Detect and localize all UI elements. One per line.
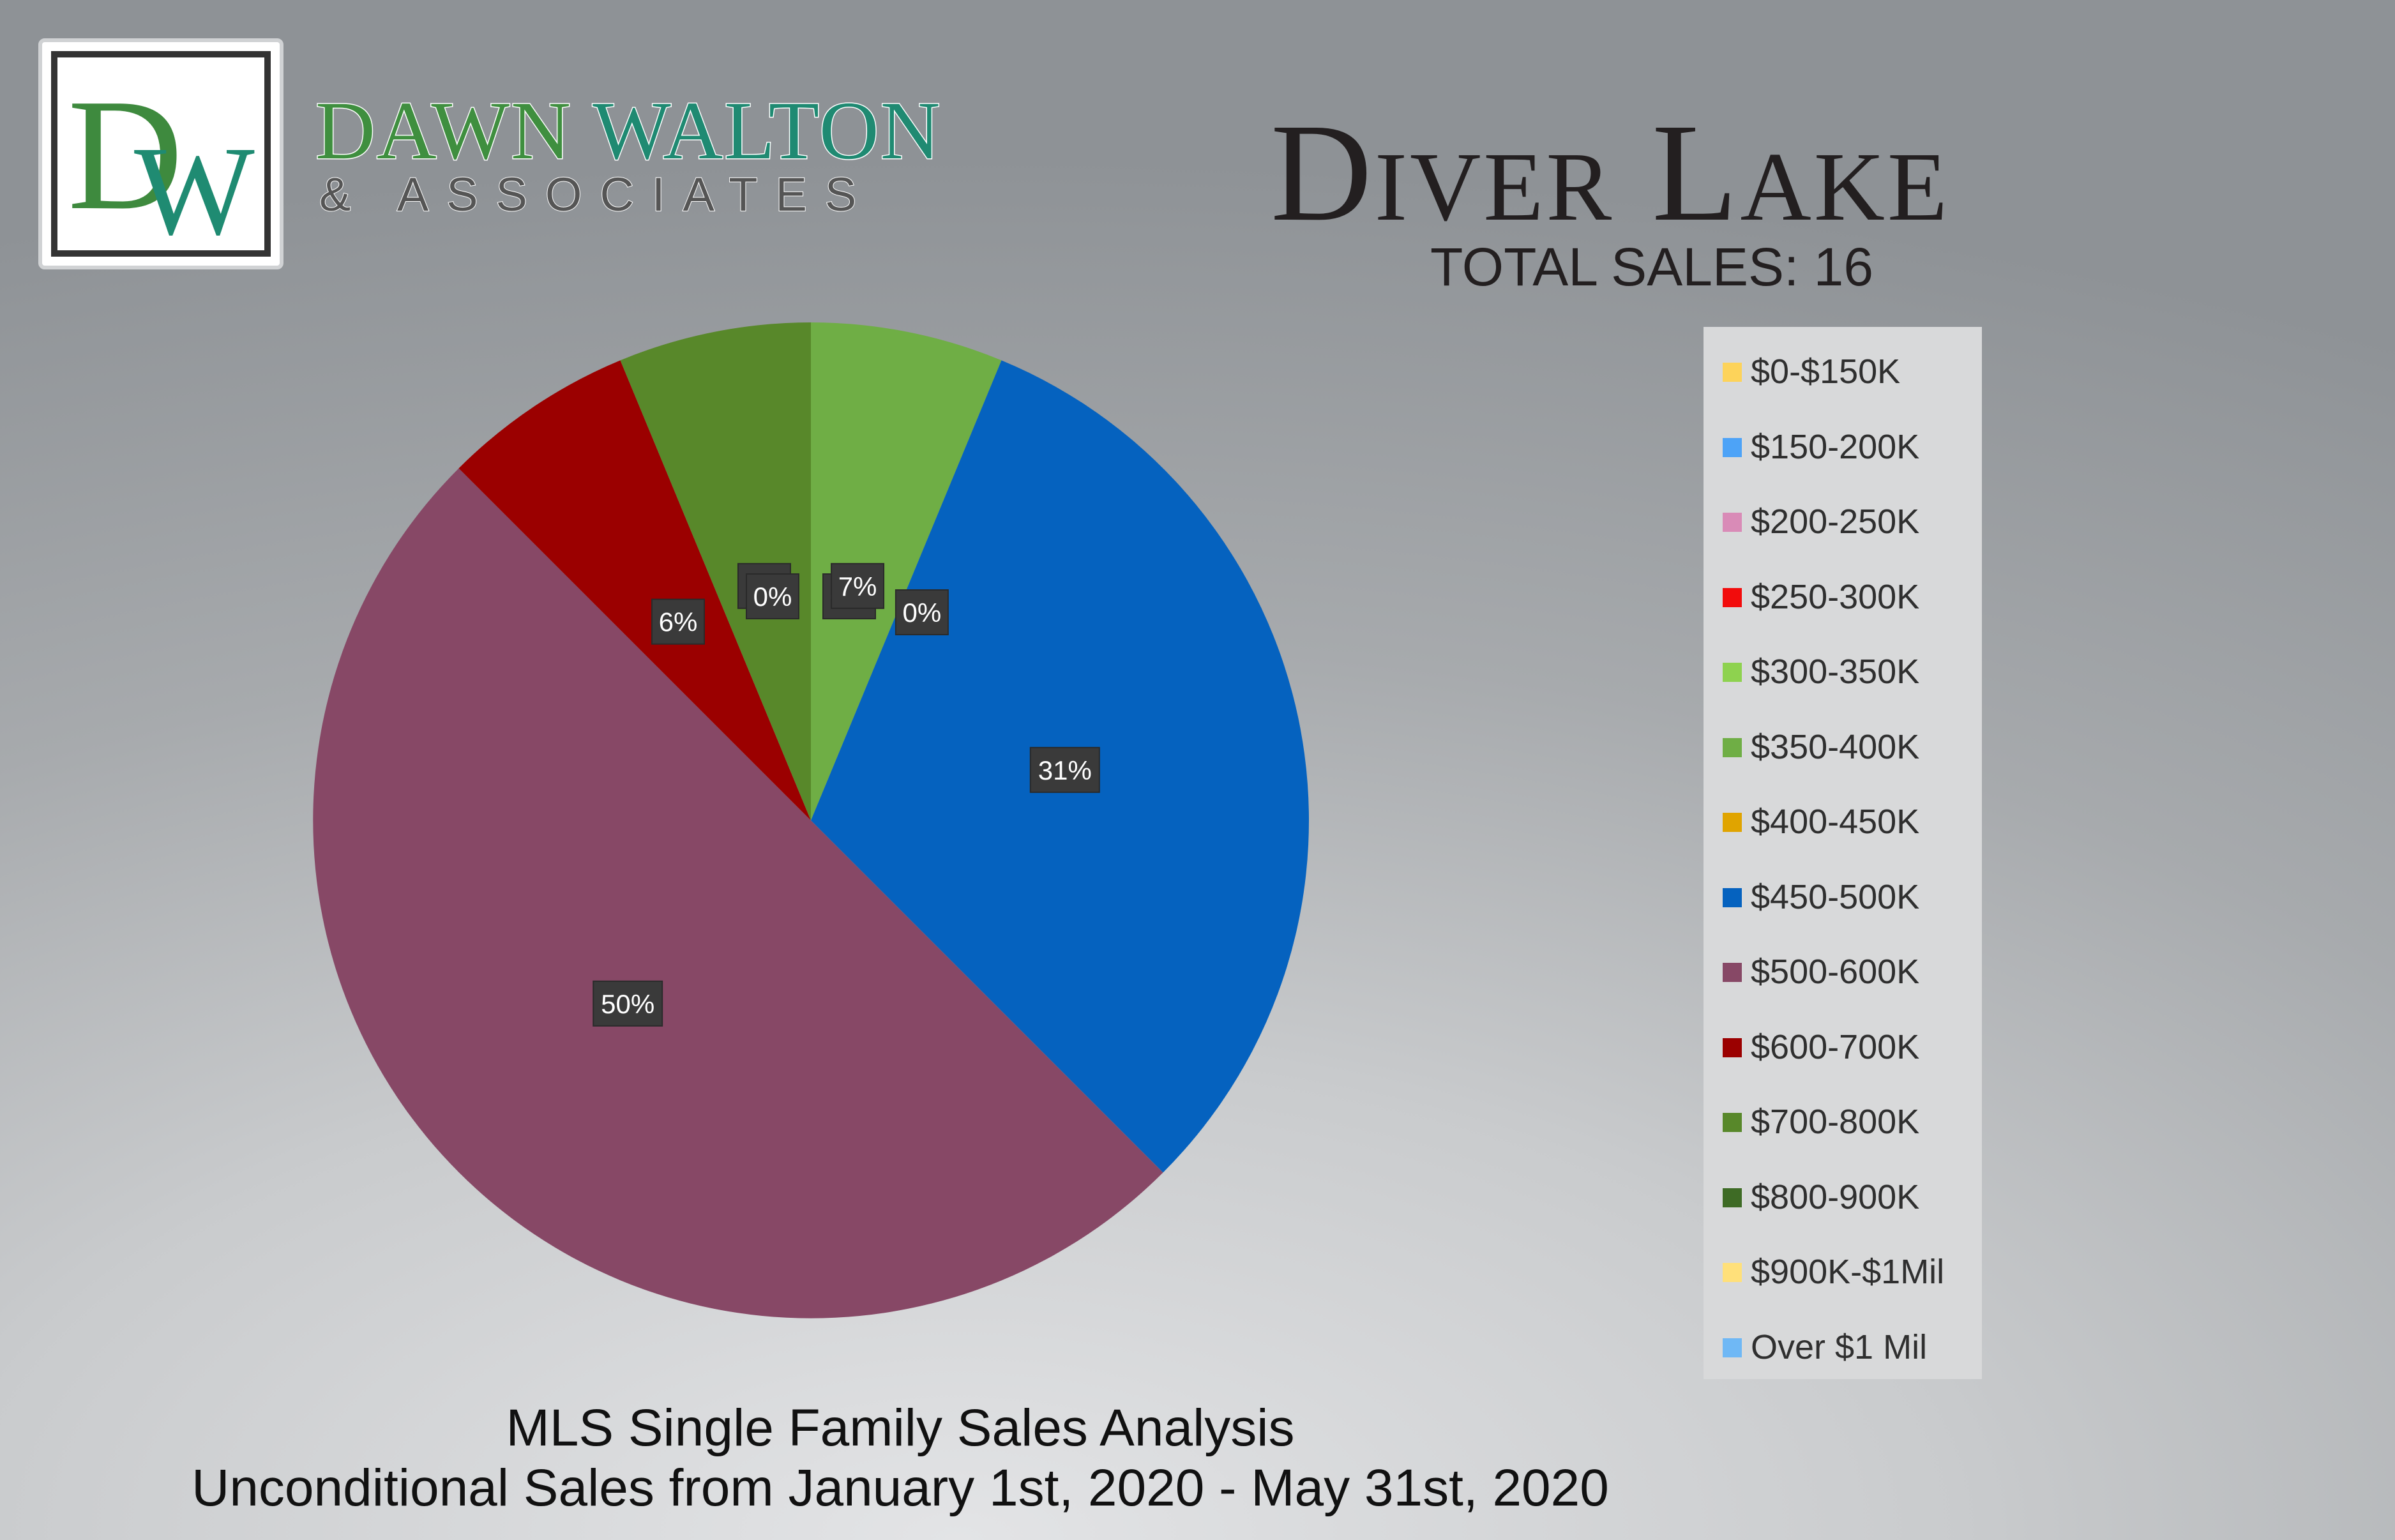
legend-item-11: $800-900K	[1704, 1169, 1982, 1244]
legend-swatch	[1723, 1263, 1742, 1282]
legend-item-4: $300-350K	[1704, 644, 1982, 719]
legend-label: $0-$150K	[1751, 354, 1900, 389]
data-label-6: 0%	[896, 590, 948, 635]
legend-swatch	[1723, 738, 1742, 757]
legend-swatch	[1723, 438, 1742, 457]
data-label-7: 31%	[1031, 748, 1099, 792]
legend-label: Over $1 Mil	[1751, 1330, 1927, 1364]
legend-item-6: $400-450K	[1704, 794, 1982, 869]
legend-label: $400-450K	[1751, 804, 1919, 839]
data-label-9: 6%	[652, 600, 704, 644]
legend-swatch	[1723, 588, 1742, 607]
pie-chart: 0%7%0%31%50%6%6%0%	[0, 0, 1698, 1392]
legend-label: $800-900K	[1751, 1180, 1919, 1214]
legend-item-0: $0-$150K	[1704, 343, 1982, 419]
legend-swatch	[1723, 963, 1742, 982]
legend-item-13: Over $1 Mil	[1704, 1319, 1982, 1394]
legend-label: $350-400K	[1751, 730, 1919, 764]
svg-text:0%: 0%	[753, 582, 792, 612]
svg-text:50%: 50%	[601, 989, 654, 1019]
data-label-8: 50%	[593, 981, 662, 1026]
legend-swatch	[1723, 663, 1742, 682]
legend-item-8: $500-600K	[1704, 944, 1982, 1019]
legend-item-9: $600-700K	[1704, 1019, 1982, 1094]
legend-swatch	[1723, 888, 1742, 907]
chart-subtitle-1: MLS Single Family Sales Analysis	[0, 1402, 1801, 1454]
legend-label: $450-500K	[1751, 880, 1919, 914]
svg-text:0%: 0%	[903, 598, 942, 628]
legend-label: $500-600K	[1751, 955, 1919, 989]
legend-label: $250-300K	[1751, 580, 1919, 614]
chart-subtitle-2: Unconditional Sales from January 1st, 20…	[0, 1462, 1801, 1514]
data-label-11: 0%	[746, 574, 799, 619]
svg-text:6%: 6%	[659, 607, 698, 637]
legend-item-10: $700-800K	[1704, 1094, 1982, 1169]
svg-text:7%: 7%	[838, 571, 877, 601]
legend-item-5: $350-400K	[1704, 719, 1982, 794]
legend-item-3: $250-300K	[1704, 569, 1982, 644]
legend-item-2: $200-250K	[1704, 494, 1982, 569]
legend-swatch	[1723, 1188, 1742, 1207]
legend-label: $900K-$1Mil	[1751, 1255, 1944, 1289]
legend-label: $200-250K	[1751, 504, 1919, 539]
data-label-5: 7%	[831, 564, 884, 608]
legend-swatch	[1723, 363, 1742, 382]
legend-label: $600-700K	[1751, 1030, 1919, 1064]
legend-label: $150-200K	[1751, 430, 1919, 464]
legend-swatch	[1723, 813, 1742, 832]
legend-label: $700-800K	[1751, 1105, 1919, 1139]
legend-swatch	[1723, 1338, 1742, 1357]
legend-item-12: $900K-$1Mil	[1704, 1244, 1982, 1319]
legend-swatch	[1723, 1038, 1742, 1057]
legend-swatch	[1723, 513, 1742, 532]
legend-label: $300-350K	[1751, 654, 1919, 689]
chart-legend: $0-$150K $150-200K $200-250K $250-300K $300-…	[1704, 327, 1982, 1379]
svg-text:31%: 31%	[1038, 755, 1092, 785]
legend-item-7: $450-500K	[1704, 869, 1982, 944]
legend-item-1: $150-200K	[1704, 419, 1982, 494]
legend-swatch	[1723, 1113, 1742, 1132]
